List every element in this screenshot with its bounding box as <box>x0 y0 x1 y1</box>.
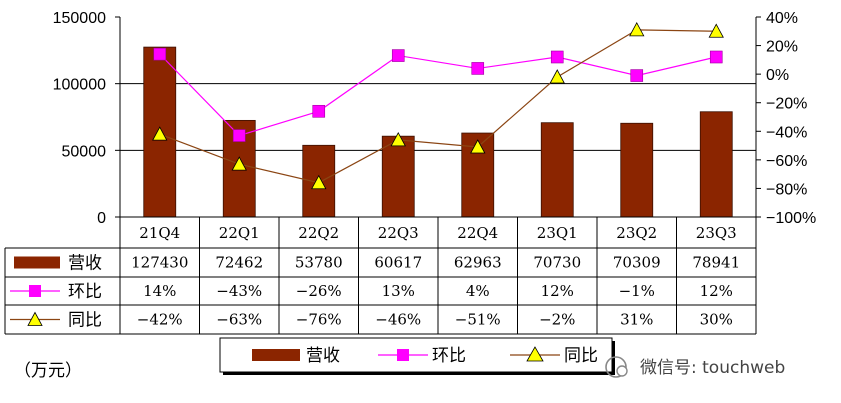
category-label: 22Q1 <box>219 224 260 242</box>
yoy-point <box>629 22 645 37</box>
revenue-bar <box>620 122 654 218</box>
table-cell: 70730 <box>533 254 581 272</box>
revenue-bar <box>381 135 415 218</box>
table-cell: 60617 <box>374 254 422 272</box>
data-table: 21Q4 22Q1 22Q2 22Q3 22Q4 23Q1 23Q2 23Q3 营收 127430… <box>4 217 757 335</box>
unit-label: （万元） <box>14 361 82 381</box>
table-cell: 13% <box>382 282 415 300</box>
table-cell: −42% <box>137 311 183 329</box>
legend-revenue-key <box>252 349 300 361</box>
table-cell: −63% <box>216 311 262 329</box>
category-label: 21Q4 <box>139 224 180 242</box>
table-cell: 12% <box>700 282 733 300</box>
right-axis-ticks: −100% −80% −60% −40% −20% 0% 20% 40% <box>756 10 816 227</box>
yoy-point <box>152 126 168 141</box>
right-tick-label: −80% <box>766 181 807 198</box>
yoy-line <box>159 29 717 184</box>
right-tick-label: −40% <box>766 124 807 141</box>
table-cell: 14% <box>143 282 176 300</box>
table-cell: −46% <box>375 311 421 329</box>
revenue-bar <box>540 122 574 218</box>
table-cell: −2% <box>539 311 575 329</box>
wechat-icon <box>605 356 628 378</box>
right-tick-label: 20% <box>766 39 798 56</box>
yoy-point <box>390 132 406 147</box>
table-cell: −51% <box>455 311 501 329</box>
legend-yoy-marker <box>526 346 544 362</box>
table-cell: 62963 <box>454 254 502 272</box>
table-cell: 127430 <box>131 254 188 272</box>
legend-yoy-label: 同比 <box>564 346 598 366</box>
left-axis-ticks: 0 50000 100000 150000 <box>53 10 120 227</box>
category-label: 22Q4 <box>457 224 498 242</box>
watermark-text: 微信号: touchweb <box>640 358 785 378</box>
qoq-point <box>630 69 644 82</box>
qoq-line <box>159 53 717 137</box>
qoq-point <box>153 47 167 61</box>
left-tick-label: 100000 <box>53 77 106 94</box>
yoy-point <box>470 139 486 154</box>
right-tick-label: −60% <box>766 153 807 170</box>
plot-frame <box>119 17 757 218</box>
table-cell: −1% <box>619 282 655 300</box>
table-cell: −26% <box>296 282 342 300</box>
qoq-point <box>391 49 405 62</box>
bars <box>143 46 733 218</box>
table-cell: −76% <box>296 311 342 329</box>
qoq-point <box>471 62 485 75</box>
qoq-point <box>709 50 723 64</box>
right-tick-label: −100% <box>766 210 816 227</box>
yoy-point <box>311 174 327 190</box>
revenue-key <box>14 256 60 269</box>
left-tick-label: 0 <box>97 210 106 227</box>
left-tick-label: 150000 <box>53 10 106 27</box>
table-cell: 72462 <box>215 254 263 272</box>
qoq-point <box>550 50 564 64</box>
row-name: 环比 <box>68 282 102 302</box>
legend-qoq-marker <box>397 349 409 361</box>
qoq-point <box>232 129 246 142</box>
right-tick-label: −20% <box>766 96 807 113</box>
right-tick-label: 0% <box>766 67 789 84</box>
row-name: 同比 <box>68 311 102 331</box>
yoy-point <box>549 69 565 84</box>
category-label: 23Q2 <box>616 224 657 242</box>
category-label: 22Q2 <box>298 224 339 242</box>
watermark: 微信号: touchweb <box>605 356 785 378</box>
legend-revenue-label: 营收 <box>306 346 340 366</box>
right-tick-label: 40% <box>766 10 798 27</box>
table-cell: 78941 <box>692 254 740 272</box>
table-cell: 53780 <box>295 254 343 272</box>
table-cell: 70309 <box>613 254 661 272</box>
revenue-bar <box>699 111 733 218</box>
table-cell: −43% <box>216 282 262 300</box>
left-tick-label: 50000 <box>62 143 107 160</box>
table-cell: 4% <box>466 282 490 300</box>
row-name: 营收 <box>68 254 102 274</box>
table-cell: 12% <box>541 282 574 300</box>
category-label: 23Q1 <box>537 224 578 242</box>
series-lines <box>152 22 724 190</box>
qoq-point <box>312 104 326 118</box>
legend: 营收 环比 同比 <box>219 337 615 375</box>
category-label: 22Q3 <box>378 224 419 242</box>
legend-qoq-label: 环比 <box>432 346 466 366</box>
table-cell: 31% <box>620 311 653 329</box>
yoy-point <box>708 23 724 38</box>
qoq-key-marker <box>29 285 41 297</box>
table-cell: 30% <box>700 311 733 329</box>
yoy-key-marker <box>27 311 43 326</box>
category-label: 23Q3 <box>696 224 737 242</box>
gridlines <box>120 83 756 151</box>
yoy-point <box>231 156 247 171</box>
